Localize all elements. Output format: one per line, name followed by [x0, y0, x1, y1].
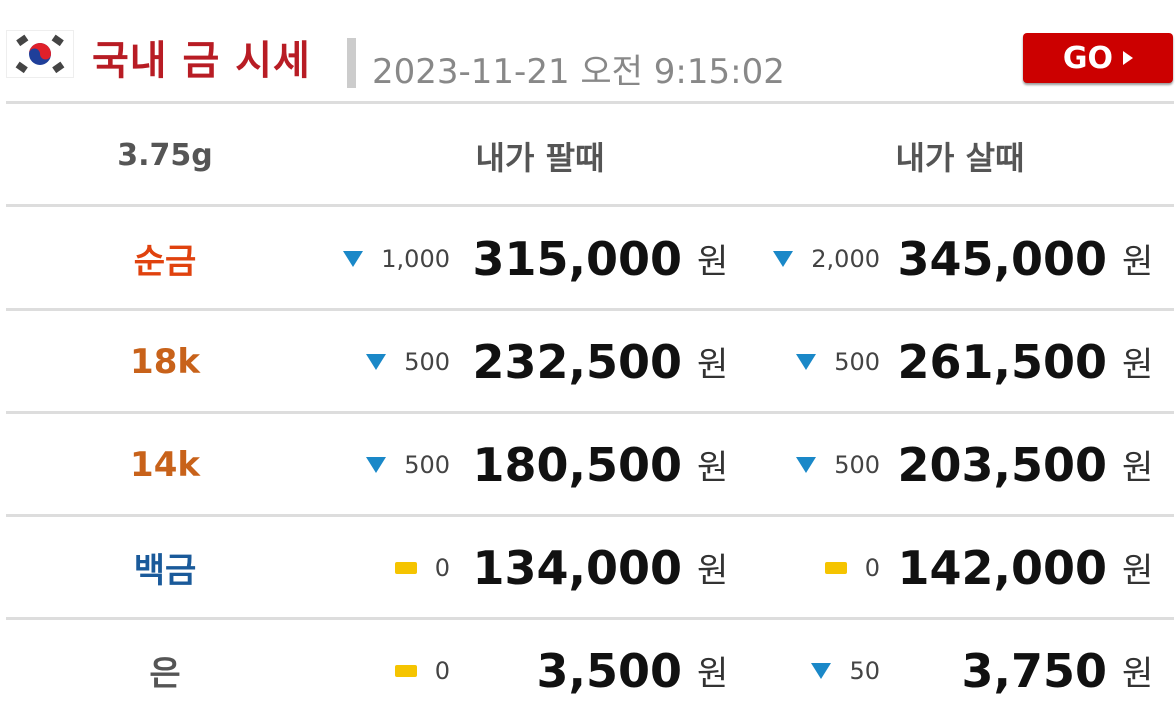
no-change-icon [824, 561, 847, 574]
sell-price: 134,000 [472, 540, 682, 595]
buy-price: 261,500 [897, 334, 1107, 389]
sell-change-value: 500 [404, 347, 450, 376]
buy-change-value: 0 [864, 553, 880, 582]
buy-currency: 원 [1122, 448, 1154, 488]
table-row: 백금 0 134,000 원 0 142,000 원 [0, 516, 1176, 619]
sell-currency: 원 [697, 654, 729, 694]
table-header: 3.75g 내가 팔때 내가 살때 [0, 104, 1176, 207]
sell-change-value: 500 [404, 450, 450, 479]
down-arrow-icon [366, 456, 387, 473]
buy-change: 500 [680, 413, 880, 516]
buy-price: 142,000 [897, 540, 1107, 595]
sell-currency: 원 [697, 448, 729, 488]
buy-currency: 원 [1122, 345, 1154, 385]
go-label: GO [1062, 40, 1114, 76]
sell-change: 500 [250, 413, 450, 516]
divider [6, 204, 1174, 207]
column-header-unit: 3.75g [117, 138, 213, 173]
go-button[interactable]: GO [1023, 33, 1173, 83]
buy-change: 50 [680, 619, 880, 722]
down-arrow-icon [796, 456, 817, 473]
korea-flag-icon [6, 30, 74, 78]
buy-currency: 원 [1122, 242, 1154, 282]
row-label: 18k [130, 341, 200, 382]
divider [6, 101, 1174, 104]
sell-currency: 원 [697, 345, 729, 385]
buy-price: 3,750 [961, 643, 1107, 698]
buy-change-value: 2,000 [811, 244, 880, 273]
down-arrow-icon [796, 353, 817, 370]
no-change-icon [394, 561, 417, 574]
buy-currency: 원 [1122, 654, 1154, 694]
sell-change-value: 0 [434, 553, 450, 582]
down-arrow-icon [343, 250, 364, 267]
divider [6, 617, 1174, 620]
sell-price: 3,500 [536, 643, 682, 698]
buy-change-value: 50 [849, 656, 880, 685]
divider [6, 411, 1174, 414]
table-row: 은 0 3,500 원 50 3,750 원 [0, 619, 1176, 722]
timestamp: 2023-11-21 오전 9:15:02 [372, 52, 785, 92]
header: 국내 금 시세 2023-11-21 오전 9:15:02 GO [0, 0, 1176, 102]
table-row: 14k 500 180,500 원 500 203,500 원 [0, 413, 1176, 516]
down-arrow-icon [366, 353, 387, 370]
column-header-buy: 내가 살때 [895, 138, 1025, 177]
down-arrow-icon [811, 662, 832, 679]
sell-price: 180,500 [472, 437, 682, 492]
down-arrow-icon [773, 250, 794, 267]
buy-change: 2,000 [680, 207, 880, 310]
buy-price: 203,500 [897, 437, 1107, 492]
table-row: 18k 500 232,500 원 500 261,500 원 [0, 310, 1176, 413]
sell-change-value: 0 [434, 656, 450, 685]
buy-change-value: 500 [834, 347, 880, 376]
divider [347, 38, 356, 88]
sell-change-value: 1,000 [381, 244, 450, 273]
page-title: 국내 금 시세 [92, 38, 311, 84]
row-label: 순금 [133, 242, 197, 282]
sell-currency: 원 [697, 551, 729, 591]
row-label: 백금 [133, 551, 197, 591]
buy-change: 0 [680, 516, 880, 619]
sell-price: 315,000 [472, 231, 682, 286]
sell-change: 500 [250, 310, 450, 413]
sell-price: 232,500 [472, 334, 682, 389]
divider [6, 514, 1174, 517]
table-row: 순금 1,000 315,000 원 2,000 345,000 원 [0, 207, 1176, 310]
divider [6, 308, 1174, 311]
no-change-icon [394, 664, 417, 677]
sell-change: 0 [250, 619, 450, 722]
row-label: 은 [149, 654, 181, 694]
play-arrow-icon [1123, 51, 1134, 65]
row-label: 14k [130, 444, 200, 485]
buy-change-value: 500 [834, 450, 880, 479]
sell-change: 0 [250, 516, 450, 619]
buy-currency: 원 [1122, 551, 1154, 591]
sell-currency: 원 [697, 242, 729, 282]
buy-change: 500 [680, 310, 880, 413]
sell-change: 1,000 [250, 207, 450, 310]
buy-price: 345,000 [897, 231, 1107, 286]
column-header-sell: 내가 팔때 [475, 138, 605, 177]
